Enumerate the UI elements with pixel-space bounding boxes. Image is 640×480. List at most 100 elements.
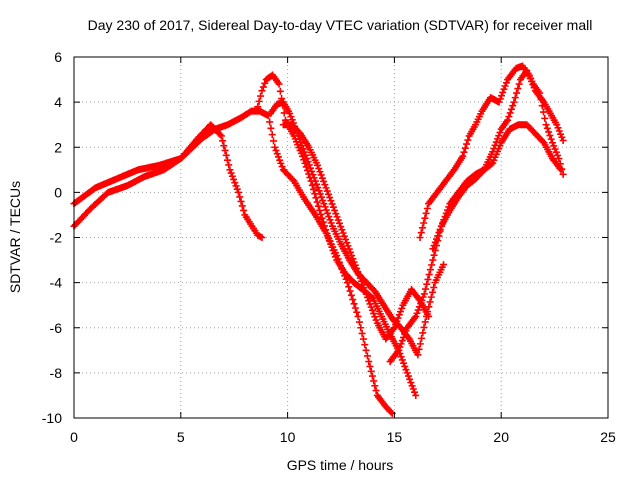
data-point [390, 324, 398, 332]
data-point [266, 118, 274, 126]
data-point [542, 121, 550, 129]
data-point [357, 324, 365, 332]
data-point [311, 177, 319, 185]
data-point [261, 79, 269, 87]
data-point [394, 314, 402, 322]
x-tick-label: 20 [493, 429, 509, 445]
data-point [302, 151, 310, 159]
data-point [460, 148, 468, 156]
data-point [420, 323, 428, 331]
data-point [273, 150, 281, 158]
y-tick-label: 0 [54, 184, 62, 200]
data-point [322, 206, 330, 214]
y-axis-label: SDTVAR / TECUs [7, 181, 23, 293]
data-point [495, 132, 503, 140]
data-point [322, 226, 330, 234]
data-point [323, 187, 331, 195]
data-point [553, 121, 561, 129]
data-point [276, 87, 284, 95]
data-point [332, 210, 340, 218]
data-point [308, 167, 316, 175]
data-point [344, 242, 352, 250]
data-point [545, 128, 553, 136]
data-point [319, 196, 327, 204]
data-point [558, 133, 566, 141]
data-point [539, 108, 547, 116]
data-point [318, 174, 326, 182]
data-point [426, 266, 434, 274]
data-point [228, 172, 236, 180]
data-point [559, 136, 567, 144]
data-point [395, 346, 403, 354]
data-point [329, 203, 337, 211]
data-point [398, 356, 406, 364]
data-point [321, 222, 329, 230]
data-point [316, 206, 324, 214]
y-tick-label: -6 [50, 320, 63, 336]
data-point [431, 238, 439, 246]
data-point [319, 218, 327, 226]
data-point [440, 261, 448, 269]
data-point [556, 160, 564, 168]
data-point [418, 296, 426, 304]
data-point [347, 291, 355, 299]
data-point [491, 141, 499, 149]
y-tick-label: 2 [54, 139, 62, 155]
data-point [350, 258, 358, 266]
data-point [234, 188, 242, 196]
data-point [415, 345, 423, 353]
data-point [327, 240, 335, 248]
data-point [365, 297, 373, 305]
data-point [309, 171, 317, 179]
data-point [370, 377, 378, 385]
data-point [414, 306, 422, 314]
data-point [313, 198, 321, 206]
data-point [372, 316, 380, 324]
data-point [219, 137, 227, 145]
data-point [489, 148, 497, 156]
data-point [345, 283, 353, 291]
data-point [397, 308, 405, 316]
data-point [368, 372, 376, 380]
data-point [354, 312, 362, 320]
data-point [238, 202, 246, 210]
data-point [479, 167, 487, 175]
data-point [433, 235, 441, 243]
data-point [227, 169, 235, 177]
data-point [397, 353, 405, 361]
data-point [554, 151, 562, 159]
data-point [557, 130, 565, 138]
data-point [514, 85, 522, 93]
x-tick-label: 10 [280, 429, 296, 445]
data-point [421, 318, 429, 326]
data-point [501, 82, 509, 90]
data-point [271, 143, 279, 151]
data-point [411, 388, 419, 396]
data-point [340, 232, 348, 240]
data-point [513, 89, 521, 97]
data-point [287, 113, 295, 121]
data-point [515, 80, 523, 88]
data-point [233, 185, 241, 193]
data-point [402, 327, 410, 335]
data-point [407, 379, 415, 387]
data-point [286, 109, 294, 117]
data-point [316, 190, 324, 198]
data-point [274, 153, 282, 161]
data-point [500, 85, 508, 93]
x-tick-label: 0 [70, 429, 78, 445]
data-point [400, 359, 408, 367]
data-point [436, 225, 444, 233]
data-point [351, 261, 359, 269]
data-point [349, 296, 357, 304]
data-point [430, 283, 438, 291]
data-point [419, 293, 427, 301]
data-point [490, 145, 498, 153]
data-point [317, 210, 325, 218]
data-point [268, 131, 276, 139]
data-point [552, 148, 560, 156]
data-point [362, 290, 370, 298]
data-point [351, 304, 359, 312]
data-point [267, 124, 275, 132]
data-point [551, 145, 559, 153]
